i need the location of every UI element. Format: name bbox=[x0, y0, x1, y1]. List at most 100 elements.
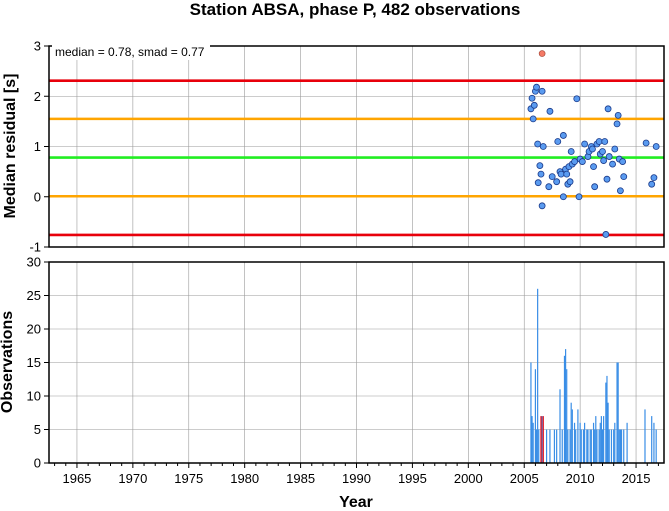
top-grid bbox=[49, 45, 664, 248]
observation-bar bbox=[537, 288, 539, 463]
data-point bbox=[538, 87, 546, 95]
bottom-y-tick-label: 20 bbox=[27, 322, 41, 337]
bottom-y-tick-label: 5 bbox=[34, 422, 41, 437]
data-point bbox=[652, 143, 660, 150]
bottom-y-tick-label: 0 bbox=[34, 456, 41, 471]
observation-bar bbox=[608, 429, 610, 463]
observation-bar bbox=[623, 429, 625, 463]
data-point bbox=[595, 138, 603, 145]
data-point bbox=[601, 138, 609, 145]
data-point bbox=[538, 202, 546, 210]
data-point bbox=[581, 140, 589, 148]
observation-bar bbox=[571, 409, 573, 463]
data-point bbox=[648, 180, 656, 188]
top-y-tick-label: 3 bbox=[34, 39, 41, 54]
data-point bbox=[604, 105, 612, 113]
observation-bar bbox=[616, 362, 618, 463]
data-point bbox=[534, 179, 542, 187]
observation-bar bbox=[595, 416, 597, 463]
data-point bbox=[571, 158, 578, 165]
observation-bar bbox=[618, 429, 620, 463]
x-tick-label: 1985 bbox=[286, 471, 315, 486]
observation-bar bbox=[607, 402, 609, 463]
observation-bar bbox=[600, 416, 602, 463]
observation-bar bbox=[601, 429, 604, 463]
observation-bar bbox=[613, 429, 615, 463]
x-tick-label: 1970 bbox=[118, 471, 147, 486]
x-tick-label: 1965 bbox=[62, 471, 91, 486]
data-point bbox=[548, 173, 556, 181]
data-point bbox=[605, 153, 613, 160]
observation-bar bbox=[538, 429, 540, 463]
bottom-y-tick-label: 30 bbox=[27, 255, 41, 270]
data-point bbox=[545, 183, 553, 191]
data-point bbox=[613, 120, 621, 128]
data-point bbox=[557, 170, 565, 178]
data-point bbox=[546, 107, 554, 115]
observation-bar bbox=[589, 429, 591, 463]
observation-bar bbox=[556, 429, 558, 463]
data-point bbox=[567, 148, 575, 155]
observation-bar bbox=[594, 429, 596, 463]
observation-bar bbox=[596, 429, 598, 463]
observation-bar-highlight bbox=[542, 416, 544, 463]
observation-bar bbox=[592, 422, 595, 463]
observation-bar bbox=[534, 369, 537, 463]
observation-bar bbox=[530, 362, 532, 463]
observation-bar bbox=[569, 429, 571, 463]
observation-bar bbox=[655, 429, 657, 463]
top-y-tick-label: -1 bbox=[29, 240, 41, 255]
x-tick-label: 1975 bbox=[174, 471, 203, 486]
x-axis-label: Year bbox=[339, 494, 373, 511]
data-point bbox=[559, 193, 567, 201]
x-tick-label: 2005 bbox=[510, 471, 539, 486]
observation-bar bbox=[580, 429, 582, 463]
data-point bbox=[559, 132, 567, 139]
x-tick-label: 1980 bbox=[230, 471, 259, 486]
observation-bar-highlight bbox=[540, 416, 542, 463]
data-point bbox=[611, 145, 619, 153]
top-y-tick-label: 2 bbox=[34, 89, 41, 104]
data-point bbox=[590, 163, 597, 171]
data-point bbox=[589, 145, 596, 153]
observation-bar bbox=[605, 382, 607, 463]
stats-annotation: median = 0.78, smad = 0.77 bbox=[55, 45, 205, 59]
data-point bbox=[537, 170, 545, 178]
observation-bar bbox=[531, 416, 533, 463]
top-points bbox=[527, 50, 660, 238]
outlier-point bbox=[538, 50, 546, 57]
observation-bar bbox=[575, 429, 577, 463]
observation-bar bbox=[567, 429, 569, 463]
x-tick-label: 2010 bbox=[566, 471, 595, 486]
observation-bar bbox=[545, 429, 548, 463]
chart-title: Station ABSA, phase P, 482 observations bbox=[190, 0, 521, 19]
observation-bar bbox=[563, 355, 566, 463]
observation-bar bbox=[577, 409, 579, 463]
observation-bar bbox=[561, 429, 563, 463]
data-point bbox=[599, 148, 606, 155]
data-point bbox=[534, 140, 542, 148]
observation-bar bbox=[653, 422, 655, 463]
data-point bbox=[530, 101, 538, 109]
observation-bar bbox=[541, 416, 543, 463]
data-point bbox=[609, 160, 616, 168]
top-y-tick-label: 1 bbox=[34, 139, 41, 154]
observation-bar bbox=[573, 422, 576, 463]
top-y-ticks: -1 0 1 2 3 bbox=[29, 39, 49, 255]
observation-bar bbox=[620, 429, 623, 463]
observation-bar bbox=[610, 429, 613, 463]
x-tick-label: 1990 bbox=[342, 471, 371, 486]
data-point bbox=[533, 83, 540, 91]
observation-bar bbox=[603, 416, 605, 463]
observation-bar bbox=[553, 429, 556, 463]
data-point bbox=[619, 158, 627, 165]
observation-bar bbox=[586, 429, 588, 463]
data-point bbox=[553, 178, 561, 186]
data-point bbox=[536, 162, 544, 169]
observation-bar bbox=[549, 429, 551, 463]
observation-bar bbox=[584, 422, 586, 463]
data-point bbox=[554, 138, 562, 145]
observation-bar bbox=[579, 422, 581, 463]
data-point bbox=[616, 187, 624, 195]
x-tick-label: 2000 bbox=[454, 471, 483, 486]
